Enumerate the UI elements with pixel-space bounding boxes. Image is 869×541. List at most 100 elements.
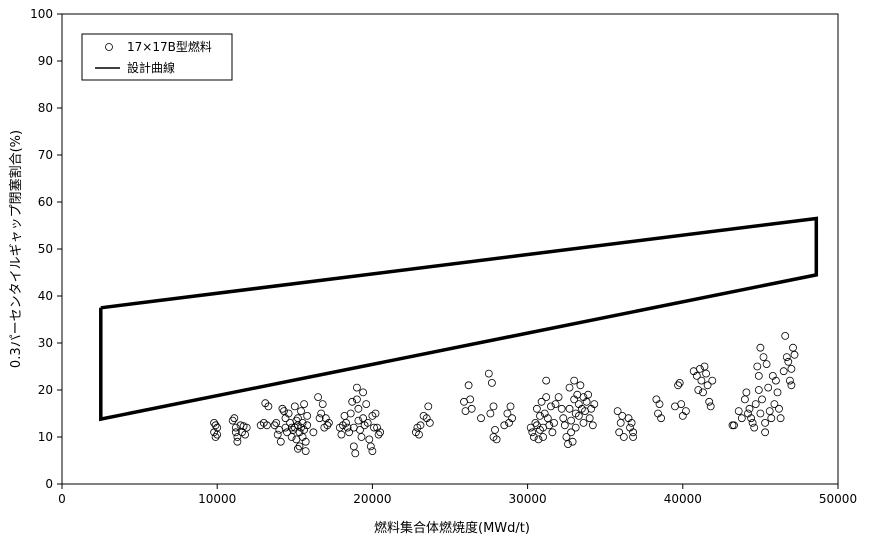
data-point xyxy=(346,409,355,418)
data-point xyxy=(489,402,498,411)
data-point xyxy=(765,407,774,416)
data-point xyxy=(374,430,383,439)
data-point xyxy=(542,376,551,385)
data-point xyxy=(697,376,706,385)
data-point xyxy=(539,433,547,441)
data-point xyxy=(368,447,377,456)
data-point xyxy=(728,421,737,430)
data-point xyxy=(363,418,372,427)
data-point xyxy=(750,423,759,432)
data-point xyxy=(537,397,546,406)
data-point xyxy=(284,409,293,418)
data-point xyxy=(242,423,251,432)
data-point xyxy=(536,411,544,420)
data-point xyxy=(486,409,495,418)
data-point xyxy=(548,428,557,437)
data-point xyxy=(273,430,282,439)
data-point xyxy=(270,421,279,430)
data-point xyxy=(570,376,579,385)
data-point xyxy=(565,404,574,413)
x-tick-label: 40000 xyxy=(664,492,702,506)
data-point xyxy=(371,409,380,418)
data-point xyxy=(764,383,773,392)
data-point xyxy=(357,433,366,441)
data-point xyxy=(699,388,707,397)
data-point xyxy=(576,381,585,390)
data-point xyxy=(568,437,577,446)
legend-box xyxy=(81,33,233,81)
data-point xyxy=(789,343,797,352)
data-point xyxy=(754,371,763,380)
data-point xyxy=(590,400,599,409)
data-point xyxy=(742,388,751,397)
data-point xyxy=(741,395,749,404)
legend-circle-marker-icon xyxy=(105,43,113,51)
data-point xyxy=(758,395,766,404)
data-point xyxy=(279,407,288,416)
data-point xyxy=(782,353,791,362)
data-point xyxy=(557,404,566,413)
data-point xyxy=(756,409,765,418)
data-point xyxy=(564,440,572,449)
data-point xyxy=(297,407,305,416)
data-point xyxy=(629,428,637,437)
x-tick-label: 10000 xyxy=(198,492,236,506)
data-point xyxy=(356,425,364,434)
data-point xyxy=(567,428,575,437)
data-point xyxy=(682,407,690,416)
data-point xyxy=(705,397,714,406)
data-point xyxy=(753,362,762,371)
plot-frame xyxy=(61,13,839,485)
data-point xyxy=(264,402,273,411)
data-point xyxy=(737,414,746,423)
data-point xyxy=(551,400,560,409)
data-point xyxy=(619,433,628,441)
data-point xyxy=(272,418,281,427)
y-tick-label: 30 xyxy=(38,336,53,350)
data-point xyxy=(775,404,783,413)
data-point xyxy=(343,423,352,432)
data-point xyxy=(574,411,583,420)
data-point xyxy=(770,400,779,409)
y-tick-label: 70 xyxy=(38,148,53,162)
data-point xyxy=(370,423,378,432)
data-point xyxy=(545,421,554,430)
data-point xyxy=(464,381,473,390)
data-point xyxy=(702,369,710,378)
data-point xyxy=(700,362,709,371)
y-axis-label: 0.3パーセンタイルギャップ閉塞割合(%) xyxy=(8,130,24,368)
axes-layer: 0 10000 20000 30000 40000 50000 0 10 20 30 40 50 60 7… xyxy=(30,7,857,506)
data-point xyxy=(487,378,496,387)
data-point xyxy=(231,428,240,437)
data-point xyxy=(211,433,220,441)
data-point xyxy=(657,414,665,423)
data-point xyxy=(317,409,326,418)
data-point xyxy=(359,388,368,397)
data-point xyxy=(314,393,323,402)
data-point xyxy=(300,400,309,409)
data-point xyxy=(748,418,757,427)
data-point xyxy=(790,350,799,359)
data-point xyxy=(528,428,537,437)
data-point xyxy=(579,418,588,427)
y-tick-label: 40 xyxy=(38,289,53,303)
data-point xyxy=(708,376,717,385)
data-point xyxy=(301,437,310,446)
data-point xyxy=(477,414,485,423)
data-point xyxy=(278,404,287,413)
data-point xyxy=(756,343,765,352)
data-point xyxy=(262,421,271,430)
data-point xyxy=(616,418,625,427)
data-point xyxy=(213,430,222,439)
data-point xyxy=(376,428,385,437)
data-point xyxy=(534,435,543,444)
data-point xyxy=(677,400,686,409)
data-point xyxy=(759,353,768,362)
data-point xyxy=(508,414,516,423)
data-point xyxy=(352,383,361,392)
data-point xyxy=(323,421,332,430)
data-point xyxy=(779,367,788,376)
data-point xyxy=(506,402,515,411)
data-point xyxy=(233,437,242,446)
data-point xyxy=(362,400,371,409)
